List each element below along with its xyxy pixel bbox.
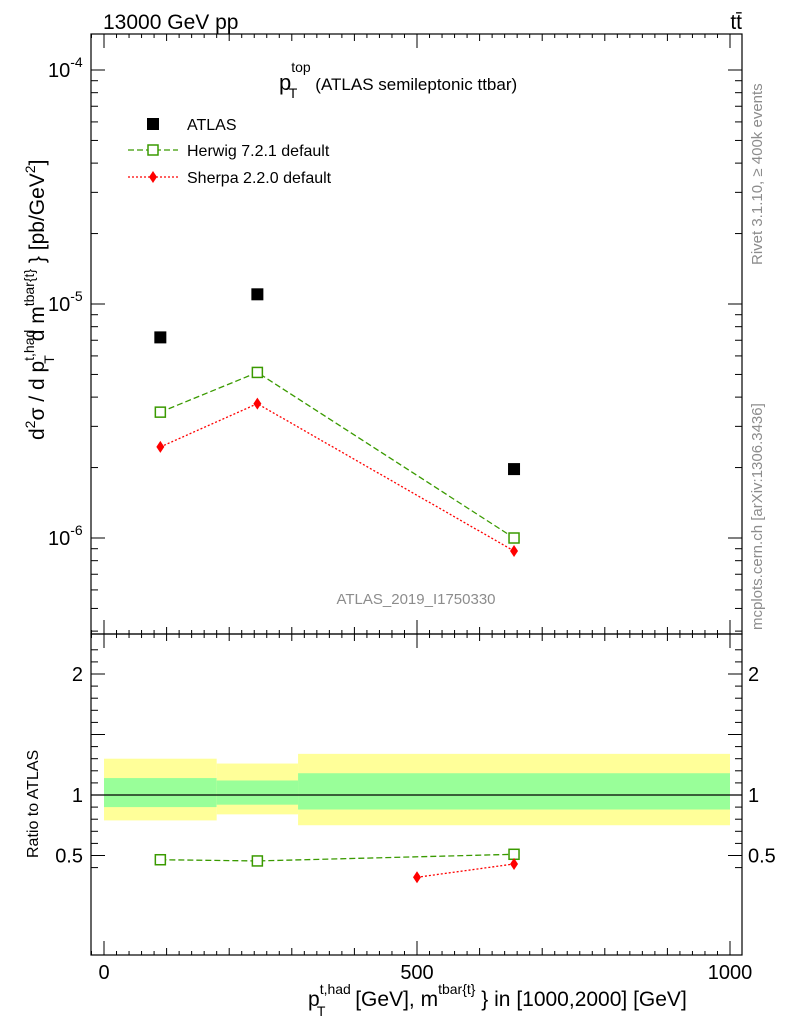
band-green-0: [104, 778, 217, 808]
legend-label-0: ATLAS: [187, 117, 237, 134]
legend-label-2: Sherpa 2.2.0 default: [187, 170, 332, 187]
upper-series-1-point: [154, 406, 167, 418]
upper-series-0-point: [508, 463, 521, 476]
header-left: 13000 GeV pp: [103, 11, 238, 34]
rivet-label: Rivet 3.1.10, ≥ 400k events: [749, 83, 766, 265]
upper-series-1-point: [508, 532, 520, 544]
ratio-y-axis-label: Ratio to ATLAS: [25, 750, 42, 858]
ratio-series-1-point: [510, 857, 519, 870]
ratio-series-0-point: [508, 848, 520, 861]
x-tick-label: 0: [98, 962, 109, 984]
ratio-y-tick-label-right: 0.5: [748, 846, 776, 868]
upper-series-0-point: [154, 331, 167, 344]
ratio-series-1-point: [413, 871, 421, 884]
x-tick-label: 500: [400, 962, 433, 984]
upper-series-2-point: [253, 397, 262, 410]
ratio-series: [154, 848, 520, 884]
y-tick-label: 10-6: [48, 522, 83, 550]
legend-marker-0: [147, 118, 159, 130]
upper-series-1-point: [251, 366, 264, 379]
x-axis-label: pt,had T [GeV], mtbar{t} } in [1000,2000]…: [308, 981, 687, 1019]
upper-series-1-line: [160, 371, 515, 539]
ratio-series-0-point: [154, 853, 167, 866]
ratio-uncertainty-bands: [91, 753, 742, 826]
upper-series-2-point: [156, 440, 165, 453]
ratio-y-tick-label-right: 1: [748, 785, 759, 807]
upper-series-0-point: [251, 288, 264, 301]
header-right: tt̄: [730, 11, 742, 34]
ratio-series-0-line: [160, 853, 515, 862]
y-tick-label: 10-5: [48, 288, 83, 316]
upper-series-2-line: [160, 402, 515, 552]
band-green-2: [298, 773, 730, 810]
ratio-series-1-line: [416, 863, 515, 878]
legend-marker-2: [149, 171, 157, 183]
ratio-series-0-point: [251, 855, 264, 867]
legend-marker-1: [147, 144, 159, 156]
analysis-watermark: ATLAS_2019_I1750330: [336, 591, 495, 608]
ratio-y-tick-label: 2: [72, 664, 83, 686]
y-tick-label: 10-4: [48, 54, 83, 82]
legend-label-1: Herwig 7.2.1 default: [187, 143, 330, 160]
band-green-1: [216, 780, 299, 805]
legend: ATLAS Herwig 7.2.1 default Sherpa 2.2.0 de…: [128, 117, 332, 187]
x-tick-label: 1000: [708, 962, 753, 984]
ratio-y-tick-label-right: 2: [748, 664, 759, 686]
ratio-y-tick-label: 0.5: [55, 846, 83, 868]
mcplots-label: mcplots.cern.ch [arXiv:1306.3436]: [749, 403, 766, 630]
axis-ticks: 0 500 1000 10-6 10-5 10-4 0.5 0.5 1 1 2 2: [48, 34, 776, 984]
upper-series: [154, 288, 521, 557]
ratio-y-tick-label: 1: [72, 785, 83, 807]
upper-series-2-point: [510, 544, 519, 557]
chart-title: ptop T (ATLAS semileptonic ttbar): [279, 59, 517, 101]
